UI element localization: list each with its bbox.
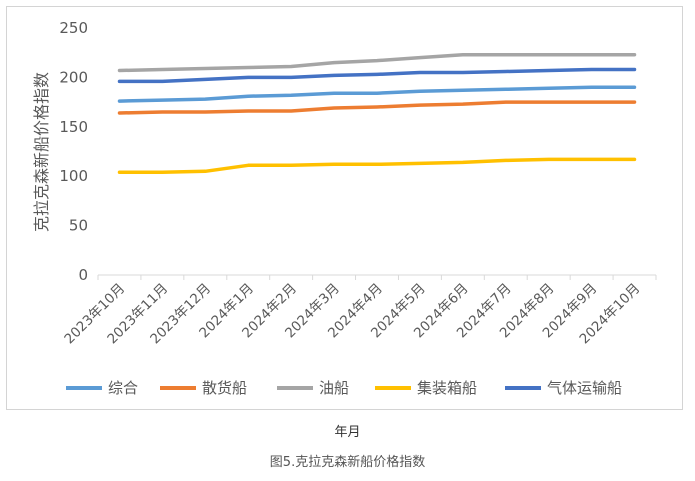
- chart-frame: [6, 6, 683, 410]
- figure-caption: 图5.克拉克森新船价格指数: [269, 455, 426, 470]
- series-line: [117, 67, 637, 84]
- series-line: [117, 157, 637, 174]
- legend-label: 气体运输船: [547, 379, 622, 397]
- y-tick-label: 0: [78, 266, 88, 284]
- y-tick-label: 150: [59, 118, 88, 136]
- series-line: [117, 85, 637, 103]
- series-line: [117, 52, 637, 73]
- legend-label: 散货船: [202, 379, 247, 397]
- y-axis-title: 克拉克森新船价格指数: [32, 72, 51, 232]
- y-tick-label: 50: [69, 217, 88, 235]
- legend: 综合 散货船 油船 集装箱船 气体运输船: [66, 379, 622, 397]
- x-axis-title: 年月: [334, 425, 361, 440]
- y-tick-label: 250: [59, 19, 88, 37]
- series-line: [117, 100, 637, 115]
- series-lines: [117, 52, 637, 174]
- legend-label: 集装箱船: [417, 379, 477, 397]
- y-tick-label: 100: [59, 167, 88, 185]
- legend-label: 综合: [108, 379, 138, 397]
- legend-label: 油船: [319, 379, 349, 397]
- y-tick-label: 200: [59, 68, 88, 86]
